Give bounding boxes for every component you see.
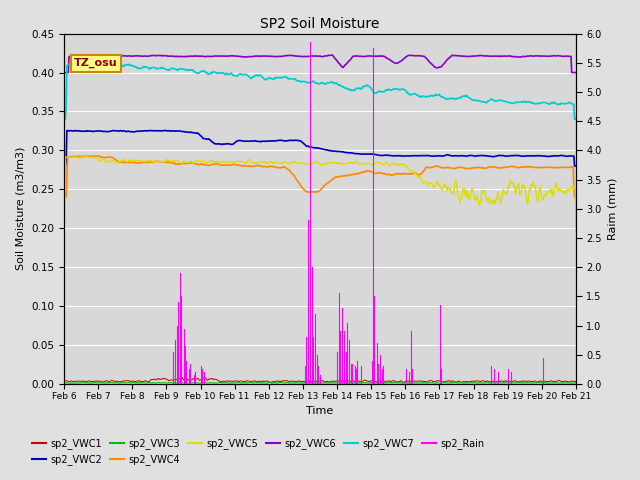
- X-axis label: Time: Time: [307, 406, 333, 416]
- Y-axis label: Soil Moisture (m3/m3): Soil Moisture (m3/m3): [15, 147, 26, 271]
- Y-axis label: Raim (mm): Raim (mm): [607, 178, 618, 240]
- Text: TZ_osu: TZ_osu: [74, 58, 118, 68]
- Legend: sp2_VWC1, sp2_VWC2, sp2_VWC3, sp2_VWC4, sp2_VWC5, sp2_VWC6, sp2_VWC7, sp2_Rain: sp2_VWC1, sp2_VWC2, sp2_VWC3, sp2_VWC4, …: [28, 434, 488, 469]
- Title: SP2 Soil Moisture: SP2 Soil Moisture: [260, 17, 380, 31]
